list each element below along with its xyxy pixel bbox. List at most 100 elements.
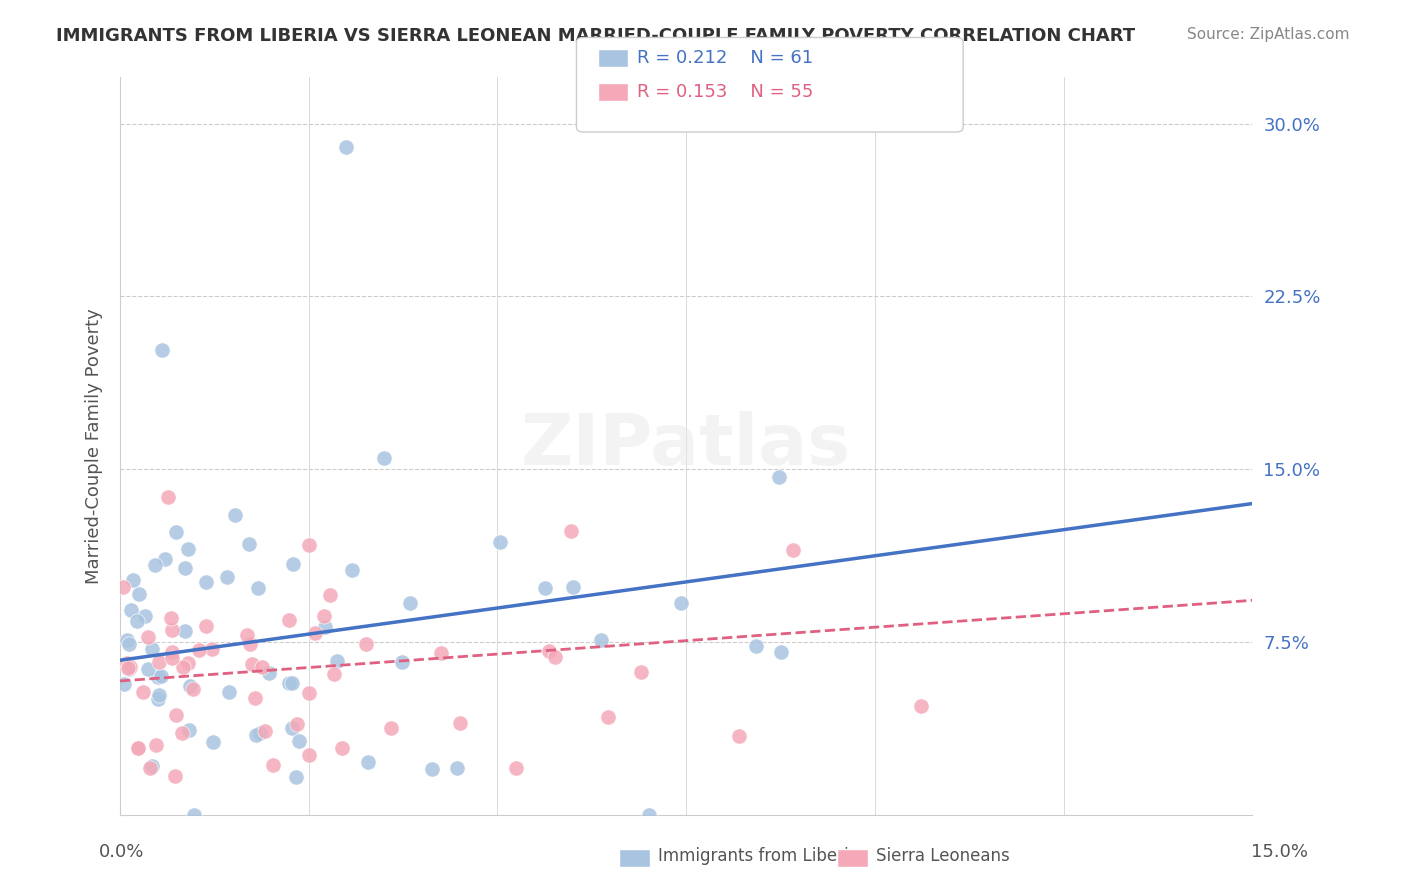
Point (446, 761, 468, 775)
Point (236, 628, 259, 642)
Point (322, 667, 344, 681)
Point (195, 619, 218, 633)
Point (118, 660, 141, 674)
Point (174, 624, 197, 638)
Point (420, 762, 443, 776)
Point (143, 558, 166, 572)
Point (218, 685, 240, 699)
Point (910, 699, 932, 714)
Point (335, 139, 357, 153)
Point (127, 740, 149, 755)
Text: Immigrants from Liberia: Immigrants from Liberia (658, 847, 859, 865)
Point (157, 490, 180, 504)
Point (176, 657, 198, 671)
Point (183, 807, 205, 822)
Point (177, 541, 200, 556)
Point (277, 614, 299, 628)
Point (596, 709, 619, 723)
Point (163, 769, 186, 783)
Point (148, 691, 170, 706)
Point (562, 581, 585, 595)
Point (314, 620, 336, 634)
Point (177, 723, 200, 738)
Point (174, 561, 197, 575)
Point (150, 669, 173, 683)
Point (127, 614, 149, 628)
Point (538, 644, 561, 658)
Point (287, 734, 309, 748)
Point (215, 569, 238, 583)
Point (115, 633, 138, 648)
Text: 15.0%: 15.0% (1250, 843, 1308, 861)
Text: 0.0%: 0.0% (98, 843, 143, 861)
Point (181, 681, 204, 696)
Point (245, 728, 267, 742)
Point (770, 645, 793, 659)
Point (148, 655, 170, 669)
Point (298, 748, 321, 763)
Point (326, 654, 349, 668)
Point (544, 650, 567, 665)
Point (172, 659, 194, 673)
Point (239, 637, 262, 651)
Point (162, 624, 184, 638)
Point (134, 609, 156, 624)
Point (240, 657, 263, 671)
Point (278, 676, 301, 690)
Point (380, 721, 402, 735)
Point (304, 625, 326, 640)
Point (354, 637, 377, 651)
Point (253, 724, 276, 739)
Point (283, 557, 305, 571)
Point (591, 633, 613, 648)
Point (768, 470, 790, 484)
Point (127, 741, 149, 756)
Point (121, 573, 143, 587)
Point (319, 588, 342, 602)
Point (224, 508, 246, 522)
Point (449, 716, 471, 731)
Point (187, 643, 209, 657)
Point (259, 665, 281, 680)
Point (141, 758, 163, 772)
Point (141, 642, 163, 657)
Point (166, 525, 188, 540)
Point (391, 655, 413, 669)
Point (745, 639, 768, 653)
Point (298, 538, 321, 552)
Point (128, 587, 150, 601)
Point (136, 630, 159, 644)
Point (131, 684, 153, 698)
Point (399, 596, 422, 610)
Point (148, 688, 170, 702)
Point (170, 726, 193, 740)
Point (153, 551, 176, 566)
Point (262, 757, 284, 772)
Point (252, 660, 274, 674)
Point (201, 641, 224, 656)
Y-axis label: Married-Couple Family Poverty: Married-Couple Family Poverty (86, 308, 103, 584)
Point (281, 676, 304, 690)
Point (145, 738, 167, 752)
Point (115, 657, 138, 671)
Text: Source: ZipAtlas.com: Source: ZipAtlas.com (1187, 27, 1350, 42)
Point (330, 741, 353, 756)
Point (201, 735, 224, 749)
Point (357, 756, 380, 770)
Point (298, 686, 321, 700)
Point (120, 603, 142, 617)
Text: ZIPatlas: ZIPatlas (522, 411, 851, 481)
Text: R = 0.212    N = 61: R = 0.212 N = 61 (637, 49, 813, 67)
Text: Sierra Leoneans: Sierra Leoneans (876, 847, 1010, 865)
Point (118, 637, 141, 651)
Point (138, 761, 160, 775)
Point (287, 717, 309, 731)
Point (112, 580, 135, 594)
Point (312, 609, 335, 624)
Point (179, 679, 201, 693)
Point (638, 807, 661, 822)
Point (373, 450, 395, 465)
Point (669, 596, 692, 610)
Point (118, 663, 141, 677)
Point (247, 581, 270, 595)
